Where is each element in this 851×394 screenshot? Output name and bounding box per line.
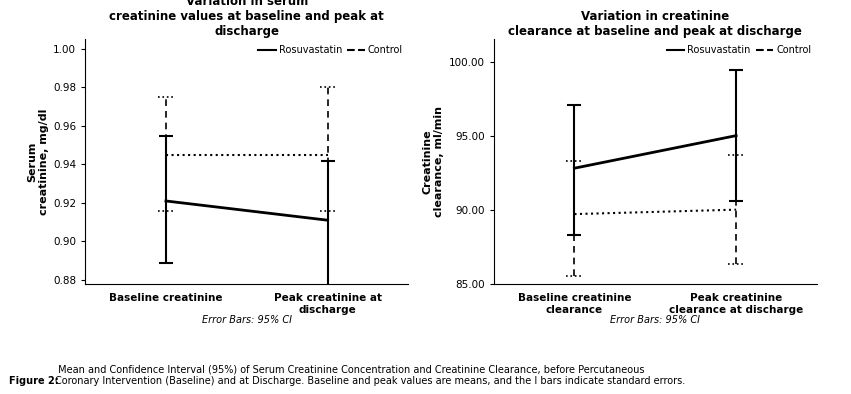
Y-axis label: Serum
creatinine, mg/dl: Serum creatinine, mg/dl [27, 108, 49, 215]
Title: Variation in creatinine
clearance at baseline and peak at discharge: Variation in creatinine clearance at bas… [508, 10, 802, 38]
Text: Error Bars: 95% CI: Error Bars: 95% CI [610, 315, 700, 325]
Text: Figure 2:: Figure 2: [9, 376, 58, 386]
Legend: Rosuvastatin, Control: Rosuvastatin, Control [666, 44, 812, 56]
Text: Mean and Confidence Interval (95%) of Serum Creatinine Concentration and Creatin: Mean and Confidence Interval (95%) of Se… [55, 364, 686, 386]
Title: Variation in serum
creatinine values at baseline and peak at
discharge: Variation in serum creatinine values at … [110, 0, 384, 38]
Text: Error Bars: 95% CI: Error Bars: 95% CI [202, 315, 292, 325]
Y-axis label: Creatinine
clearance, ml/min: Creatinine clearance, ml/min [423, 106, 444, 217]
Legend: Rosuvastatin, Control: Rosuvastatin, Control [258, 44, 403, 56]
